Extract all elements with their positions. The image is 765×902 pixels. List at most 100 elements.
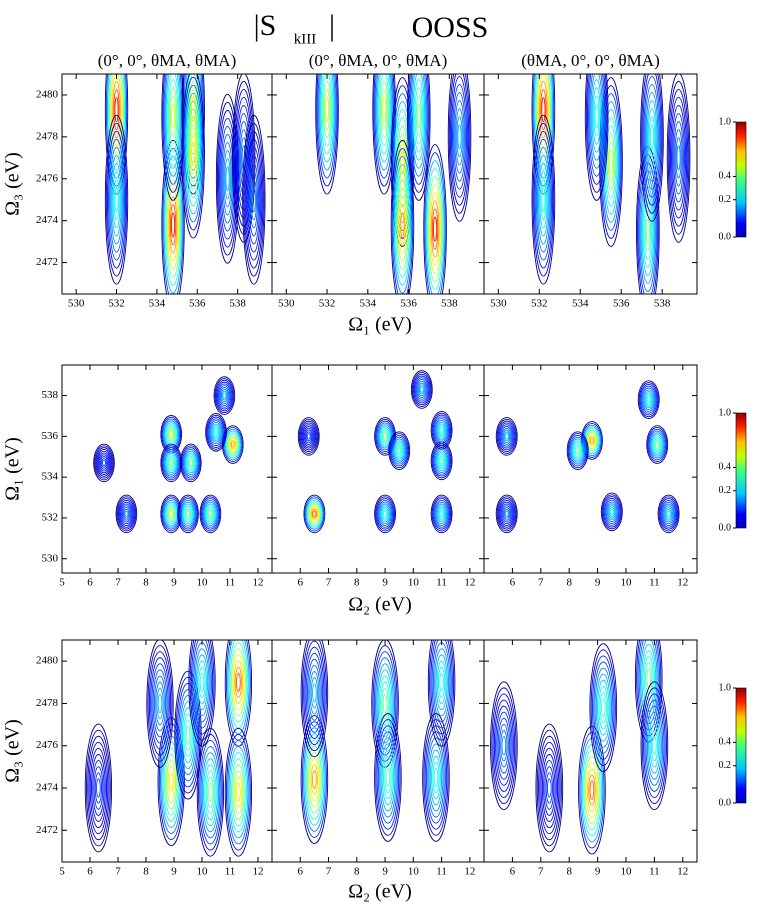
contour-line	[312, 683, 317, 703]
contour-line	[434, 648, 450, 717]
peak	[407, 74, 431, 201]
contour-line	[378, 501, 392, 526]
contour-line	[203, 501, 218, 526]
contour-line	[161, 445, 182, 481]
contour-line	[214, 429, 218, 436]
contour-line	[100, 456, 108, 470]
contour-line	[99, 454, 109, 472]
contour-line	[375, 657, 396, 750]
contour-line	[185, 454, 196, 472]
x-tick-label: 9	[382, 866, 388, 878]
contour-line	[377, 499, 393, 528]
contour-line	[218, 385, 231, 406]
contour-line	[153, 675, 167, 732]
contour-line	[184, 452, 197, 474]
contour-line	[643, 202, 653, 260]
column-title: (θMA, 0°, 0°, θMA)	[521, 51, 660, 70]
contour-line	[117, 498, 136, 530]
contour-line	[416, 380, 427, 398]
contour-line	[223, 150, 232, 208]
contour-line	[94, 445, 114, 481]
contour-line	[661, 501, 676, 526]
contour-line	[395, 172, 410, 278]
contour-line	[637, 640, 660, 731]
contour-line	[412, 373, 431, 406]
contour-line	[427, 640, 456, 747]
contour-line	[408, 74, 430, 193]
contour-line	[541, 754, 557, 822]
contour-line	[652, 736, 657, 756]
contour-line	[567, 433, 588, 469]
contour-line	[231, 758, 246, 827]
contour-line	[427, 176, 443, 282]
colorbar-tick-label: 1.0	[719, 682, 732, 693]
x-tick-label: 534	[360, 298, 377, 310]
contour-line	[400, 149, 405, 175]
contour-line	[228, 437, 237, 452]
contour-line	[595, 673, 611, 742]
contour-line	[303, 640, 326, 746]
contour-line	[182, 76, 204, 231]
contour-line	[224, 430, 241, 459]
contour-line	[308, 503, 321, 525]
contour-line	[162, 147, 184, 294]
contour-line	[118, 499, 135, 528]
contour-line	[497, 717, 511, 774]
panel-plot	[297, 370, 453, 534]
contour-line	[305, 431, 312, 442]
contour-line	[437, 423, 446, 437]
title-label: OOSS	[412, 11, 489, 44]
contour-line	[643, 76, 661, 198]
title-suffix: |	[329, 9, 335, 42]
x-tick-label: 9	[595, 577, 601, 589]
contour-line	[114, 97, 119, 123]
contour-line	[454, 100, 465, 174]
contour-line	[163, 747, 179, 816]
contour-line	[156, 687, 164, 720]
contour-line	[306, 745, 322, 814]
contour-line	[188, 116, 199, 191]
contour-line	[593, 95, 600, 137]
contour-line	[544, 766, 555, 810]
contour-line	[320, 74, 334, 155]
contour-line	[195, 654, 209, 711]
contour-line	[151, 663, 169, 744]
contour-line	[536, 74, 550, 155]
contour-line	[603, 497, 620, 526]
colorbar-tick-label: 0.4	[719, 171, 732, 182]
contour-line	[308, 665, 321, 721]
contour-line	[214, 378, 235, 414]
contour-line	[168, 508, 175, 519]
contour-line	[437, 507, 446, 521]
panel-plot	[84, 640, 253, 857]
contour-line	[498, 723, 509, 768]
contour-line	[395, 443, 404, 458]
contour-line	[102, 459, 106, 467]
contour-line	[599, 691, 607, 724]
contour-line	[399, 141, 406, 183]
contour-line	[380, 427, 390, 445]
contour-line	[657, 494, 680, 534]
contour-line	[493, 699, 514, 792]
contour-line	[194, 648, 210, 717]
contour-line	[646, 396, 651, 403]
contour-line	[598, 685, 609, 730]
contour-line	[304, 496, 325, 532]
contour-line	[207, 508, 214, 519]
contour-line	[119, 501, 134, 526]
x-tick-label: 11	[225, 866, 236, 878]
contour-line	[536, 155, 550, 245]
contour-line	[95, 447, 113, 479]
contour-line	[399, 204, 406, 246]
contour-line	[397, 447, 402, 454]
contour-line	[160, 443, 182, 483]
contour-line	[219, 117, 237, 240]
peak	[495, 417, 518, 456]
contour-line	[221, 390, 228, 401]
contour-line	[181, 74, 205, 239]
x-tick-label: 536	[400, 298, 417, 310]
panel-plot	[300, 640, 456, 844]
contour-line	[456, 116, 463, 158]
contour-line	[644, 699, 665, 792]
contour-line	[377, 669, 393, 738]
